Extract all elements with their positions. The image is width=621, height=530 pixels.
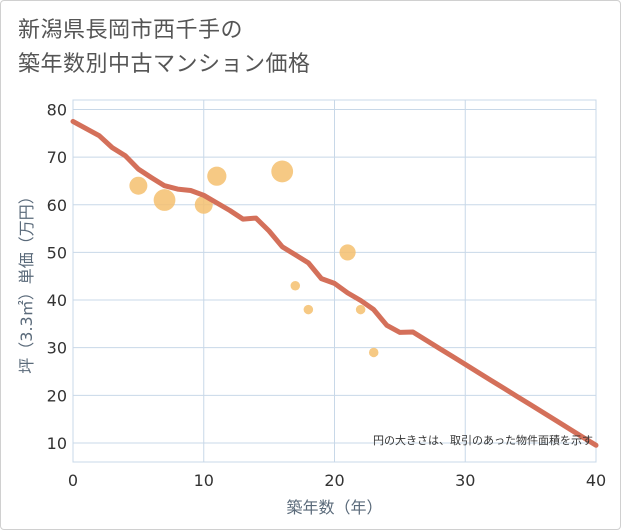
x-tick-label: 10 [194,471,214,490]
chart-title: 新潟県長岡市西千手の 築年数別中古マンション価格 [18,14,311,82]
y-tick-label: 50 [47,243,67,262]
y-tick-label: 20 [47,386,67,405]
y-tick-label: 80 [47,101,67,120]
bubble-size-note: 円の大きさは、取引のあった物件面積を示す [373,433,593,447]
bubble-point [129,176,148,195]
bubble-point [153,189,176,211]
bubble-point [207,166,227,186]
y-tick-label: 70 [47,148,67,167]
bubble-point [368,347,379,358]
y-tick-label: 30 [47,339,67,358]
y-axis-label: 坪（3.3㎡）単価（万円） [17,188,36,373]
grid-lines [72,100,597,462]
title-line-2: 築年数別中古マンション価格 [18,52,311,77]
y-tick-label: 60 [47,196,67,215]
bubble-point [339,244,356,261]
x-tick-label: 20 [324,471,344,490]
bubble-point [303,304,314,315]
bubble-series [129,160,379,358]
x-axis-label: 築年数（年） [286,498,382,517]
x-tick-label: 30 [455,471,475,490]
bubble-point [290,281,301,291]
x-tick-labels: 0 10 20 30 40 [68,471,606,490]
bubble-point [271,160,294,183]
bubble-point [355,304,366,315]
y-tick-label: 40 [47,291,67,310]
trend-line [70,118,599,448]
title-line-1: 新潟県長岡市西千手の [18,18,244,43]
x-tick-label: 0 [68,471,78,490]
x-tick-label: 40 [586,471,606,490]
y-tick-label: 10 [47,434,67,453]
y-tick-labels: 10 20 30 40 50 60 70 80 [47,101,67,453]
